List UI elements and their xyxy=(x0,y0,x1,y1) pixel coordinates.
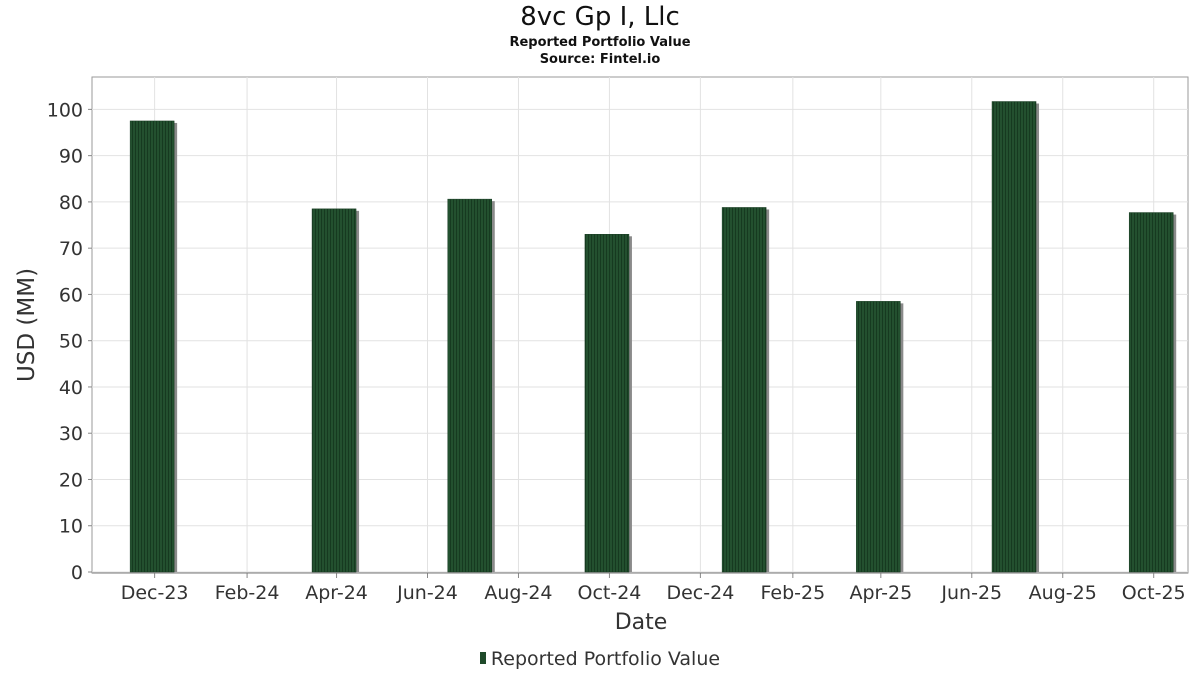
y-tick-label: 40 xyxy=(59,377,83,399)
x-tick-label: Dec-24 xyxy=(666,582,734,604)
chart-title: 8vc Gp I, Llc xyxy=(520,2,680,32)
bar xyxy=(1128,212,1174,573)
y-tick-label: 10 xyxy=(59,516,83,538)
bar xyxy=(856,301,901,573)
legend-label: Reported Portfolio Value xyxy=(490,648,721,670)
legend: Reported Portfolio Value xyxy=(0,648,1200,670)
x-tick-label: Apr-25 xyxy=(849,582,912,604)
y-tick-label: 90 xyxy=(59,146,83,168)
x-tick-label: Feb-25 xyxy=(760,582,825,604)
x-tick-label: Jun-24 xyxy=(396,582,458,604)
bar xyxy=(991,101,1037,573)
y-axis-label: USD (MM) xyxy=(14,268,40,382)
bar xyxy=(584,234,630,573)
bar xyxy=(311,208,357,573)
x-tick-label: Jun-25 xyxy=(940,582,1002,604)
chart-source: Source: Fintel.io xyxy=(539,52,661,67)
bar-layer xyxy=(129,101,1177,573)
x-tick-label: Aug-24 xyxy=(484,582,552,604)
bar xyxy=(129,120,175,573)
y-tick-label: 60 xyxy=(59,284,83,306)
x-tick-label: Oct-25 xyxy=(1122,582,1186,604)
x-tick-label: Feb-24 xyxy=(215,582,280,604)
y-tick-label: 0 xyxy=(71,562,83,584)
bar xyxy=(447,198,493,573)
x-axis-label: Date xyxy=(615,610,668,635)
y-tick-label: 100 xyxy=(47,99,83,121)
x-tick-label: Dec-23 xyxy=(121,582,189,604)
x-tick-label: Apr-24 xyxy=(305,582,368,604)
y-tick-label: 50 xyxy=(59,331,83,353)
y-tick-label: 70 xyxy=(59,238,83,260)
x-tick-label: Aug-25 xyxy=(1029,582,1097,604)
axis-layer: 0 10 20 30 40 50 60 70 80 90 100 Dec-23 Feb-24 Apr-24… xyxy=(47,99,1188,604)
legend-swatch xyxy=(479,652,486,664)
bar xyxy=(721,207,767,573)
y-tick-label: 80 xyxy=(59,192,83,214)
y-tick-label: 30 xyxy=(59,423,83,445)
y-tick-label: 20 xyxy=(59,469,83,491)
x-tick-label: Oct-24 xyxy=(577,582,641,604)
chart-subtitle: Reported Portfolio Value xyxy=(509,35,691,50)
